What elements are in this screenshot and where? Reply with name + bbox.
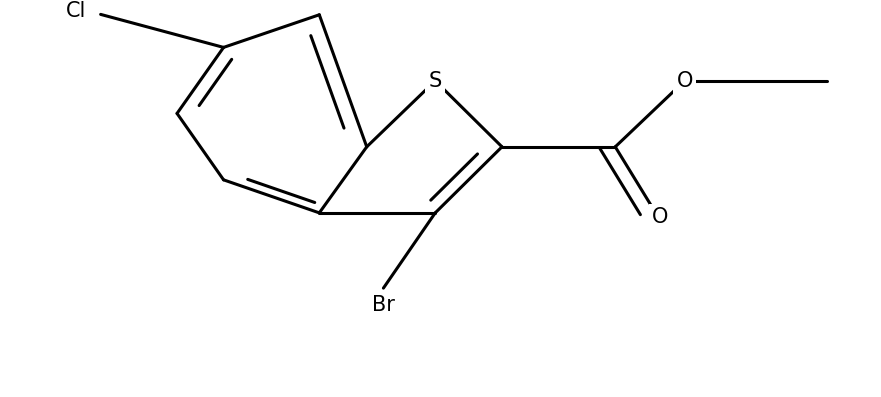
Text: Cl: Cl (66, 1, 86, 21)
Text: S: S (428, 71, 442, 91)
Text: O: O (652, 207, 669, 227)
Text: Br: Br (372, 295, 395, 315)
Text: O: O (677, 71, 692, 91)
